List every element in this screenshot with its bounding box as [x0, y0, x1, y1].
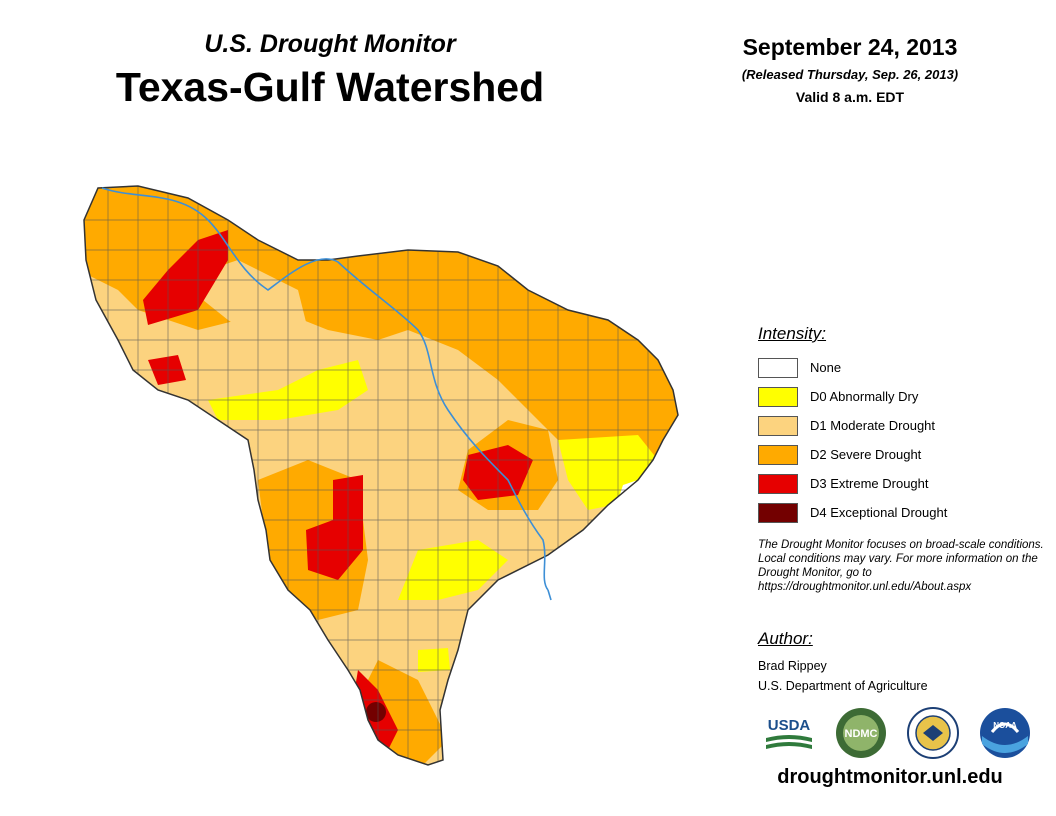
- legend-title: Intensity:: [758, 324, 827, 343]
- d0-area-coast: [398, 540, 508, 600]
- author-info: Brad Rippey U.S. Department of Agricultu…: [758, 656, 928, 696]
- ndmc-logo-icon: NDMC: [836, 708, 886, 758]
- drought-areas: [84, 186, 678, 765]
- swatch-d4: [758, 502, 798, 523]
- author-name: Brad Rippey: [758, 659, 827, 673]
- svg-text:NOAA: NOAA: [993, 721, 1017, 730]
- legend-label: D2 Severe Drought: [810, 447, 922, 462]
- map-subtitle: U.S. Drought Monitor: [204, 30, 456, 58]
- author-heading: Author:: [758, 629, 813, 648]
- logo-row: USDA NDMC NOAA: [762, 706, 1032, 760]
- watershed-boundary: [83, 185, 679, 766]
- svg-text:NDMC: NDMC: [845, 728, 878, 740]
- legend-item-d1: D1 Moderate Drought: [758, 411, 947, 440]
- disclaimer-note: The Drought Monitor focuses on broad-sca…: [758, 539, 1044, 593]
- swatch-d0: [758, 386, 798, 407]
- swatch-d2: [758, 444, 798, 465]
- swatch-d1: [758, 415, 798, 436]
- watershed-map: [83, 185, 679, 766]
- map-date: September 24, 2013: [742, 34, 958, 60]
- doc-seal-icon: [907, 707, 959, 759]
- legend: None D0 Abnormally Dry D1 Moderate Droug…: [758, 353, 947, 527]
- usda-logo-icon: USDA: [766, 717, 812, 749]
- d0-area-south: [418, 648, 450, 672]
- svg-text:USDA: USDA: [768, 717, 811, 734]
- river: [101, 187, 549, 591]
- river-mouth: [547, 589, 552, 601]
- legend-item-d3: D3 Extreme Drought: [758, 469, 947, 498]
- map-title: Texas-Gulf Watershed: [115, 64, 545, 110]
- legend-item-d4: D4 Exceptional Drought: [758, 498, 947, 527]
- d3-area-south: [306, 475, 363, 580]
- swatch-d3: [758, 473, 798, 494]
- website-url: droughtmonitor.unl.edu: [777, 766, 1003, 788]
- legend-label: D3 Extreme Drought: [810, 476, 929, 491]
- author-org: U.S. Department of Agriculture: [758, 679, 928, 693]
- d4-area: [366, 702, 386, 722]
- legend-label: D4 Exceptional Drought: [810, 505, 948, 520]
- legend-item-d0: D0 Abnormally Dry: [758, 382, 947, 411]
- d3-area-panhandle: [143, 230, 228, 325]
- noaa-logo-icon: NOAA: [980, 708, 1030, 758]
- legend-item-none: None: [758, 353, 947, 382]
- swatch-none: [758, 357, 798, 378]
- legend-label: D0 Abnormally Dry: [810, 389, 919, 404]
- legend-item-d2: D2 Severe Drought: [758, 440, 947, 469]
- valid-time: Valid 8 a.m. EDT: [795, 89, 905, 105]
- release-date: (Released Thursday, Sep. 26, 2013): [741, 67, 959, 82]
- legend-label: D1 Moderate Drought: [810, 418, 936, 433]
- legend-label: None: [810, 360, 842, 375]
